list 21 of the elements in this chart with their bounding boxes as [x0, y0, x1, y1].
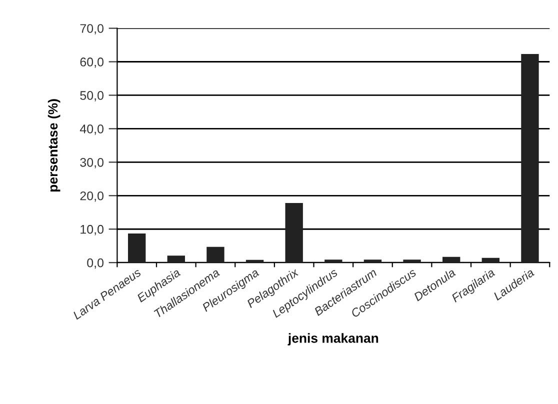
bar — [403, 260, 421, 263]
bar — [521, 54, 539, 263]
bar — [285, 203, 303, 263]
y-tick-label: 0,0 — [87, 258, 104, 269]
bar — [206, 246, 224, 263]
bar — [364, 260, 382, 263]
bar — [167, 256, 185, 263]
x-axis-title: jenis makanan — [288, 333, 378, 346]
y-tick-label: 10,0 — [80, 224, 104, 236]
bar — [246, 260, 264, 263]
y-tick-label: 30,0 — [80, 158, 104, 168]
y-tick-label: 60,0 — [80, 58, 104, 68]
bar — [324, 260, 342, 263]
y-tick-label: 50,0 — [80, 91, 104, 102]
bar — [482, 258, 500, 263]
y-tick-label: 20,0 — [80, 191, 104, 202]
y-tick-label: 40,0 — [80, 124, 104, 135]
y-tick-label: 70,0 — [80, 24, 104, 34]
y-axis-title: persentase (%) — [48, 99, 60, 192]
bar — [442, 256, 460, 263]
bar — [128, 233, 146, 263]
